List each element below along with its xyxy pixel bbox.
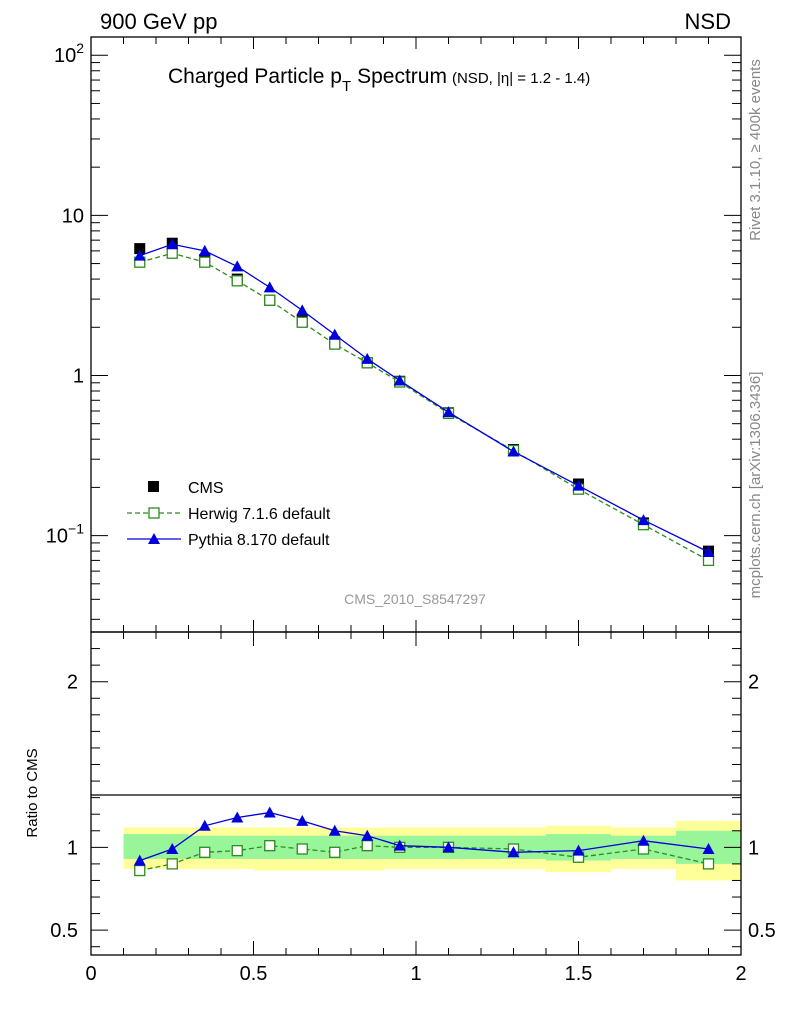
pythia-line xyxy=(139,243,709,553)
pythia-ratio-point xyxy=(507,846,520,858)
herwig-ratio-point xyxy=(231,844,243,857)
pythia-point xyxy=(133,249,146,261)
title-subscript: T xyxy=(342,78,351,95)
legend-entry-pythia: Pythia 8.170 default xyxy=(127,532,330,549)
pythia-point xyxy=(393,374,406,386)
cms-data-point xyxy=(134,243,146,255)
x-tick-labels: 0 0.5 1 1.5 2 xyxy=(85,963,746,985)
pythia-point xyxy=(507,445,520,457)
pythia-ratio-point xyxy=(198,819,211,831)
x-tick-label: 1.5 xyxy=(565,963,593,985)
x-tick-label: 2 xyxy=(735,963,746,985)
energy-label: 900 GeV pp xyxy=(100,9,217,34)
herwig-point xyxy=(231,275,243,287)
herwig-ratio-point xyxy=(166,858,178,870)
ratio-y-tick-label-right: 1 xyxy=(748,837,759,859)
pythia-ratio-point xyxy=(231,811,244,823)
legend-pythia-marker xyxy=(148,533,160,544)
ratio-y-axis-label: Ratio to CMS xyxy=(24,748,41,837)
main-y-tick-label: 10−1 xyxy=(46,521,84,548)
legend-herwig-marker xyxy=(148,507,160,519)
pythia-ratio-point xyxy=(361,829,374,841)
legend-herwig-label: Herwig 7.1.6 default xyxy=(188,506,331,523)
title-rest: Spectrum xyxy=(357,65,447,88)
tick-base: 1 xyxy=(73,365,84,387)
ratio-y-tick-labels: 0.5 0.5 1 1 2 2 xyxy=(50,672,776,942)
pythia-ratio-point xyxy=(442,841,455,853)
ratio-y-tick-label: 2 xyxy=(67,672,78,694)
herwig-ratio-point xyxy=(134,864,146,877)
pythia-ratio-point xyxy=(393,839,406,851)
pythia-ratio-point xyxy=(296,814,309,826)
main-y-tick-label: 102 xyxy=(54,40,84,67)
legend-entry-herwig: Herwig 7.1.6 default xyxy=(127,506,331,523)
herwig-ratio-point xyxy=(199,846,211,858)
herwig-ratio-point xyxy=(361,840,373,852)
pythia-point xyxy=(702,545,715,557)
main-y-tick-label: 10 xyxy=(62,205,84,227)
pythia-ratio-point xyxy=(263,806,276,818)
legend-cms-label: CMS xyxy=(188,480,224,497)
pythia-point xyxy=(296,304,309,316)
rivet-version-label: Rivet 3.1.10, ≥ 400k events xyxy=(747,59,764,241)
tick-exponent: −1 xyxy=(68,521,84,537)
process-label: NSD xyxy=(685,9,731,34)
x-tick-label: 1 xyxy=(410,963,421,985)
ratio-series xyxy=(133,806,715,877)
ratio-axis-ticks xyxy=(90,631,742,955)
pythia-point xyxy=(231,260,244,272)
tick-base: 10 xyxy=(46,526,68,548)
ratio-panel: 0.5 0.5 1 1 2 2 0 0.5 1 1.5 2 Ratio to CMS xyxy=(24,631,776,985)
title-main: Charged Particle p xyxy=(168,65,342,88)
herwig-ratio-point xyxy=(296,843,308,855)
pythia-point xyxy=(361,352,374,364)
ratio-y-tick-label-right: 0.5 xyxy=(748,920,776,942)
pythia-point xyxy=(263,281,276,293)
main-axis-ticks xyxy=(90,37,742,632)
herwig-point xyxy=(264,294,276,306)
pythia-point xyxy=(572,479,585,491)
herwig-point xyxy=(296,316,308,328)
pythia-ratio-point xyxy=(328,824,341,836)
herwig-ratio-point xyxy=(264,840,276,852)
pythia-point xyxy=(442,406,455,418)
legend-pythia-label: Pythia 8.170 default xyxy=(188,532,330,549)
pythia-ratio-point xyxy=(133,854,146,866)
tick-exponent: 2 xyxy=(76,40,84,56)
x-tick-label: 0 xyxy=(85,963,96,985)
ratio-y-tick-label: 0.5 xyxy=(50,920,78,942)
mcplots-source-label: mcplots.cern.ch [arXiv:1306.3436] xyxy=(747,372,764,599)
tick-base: 10 xyxy=(62,205,84,227)
pythia-point xyxy=(637,514,650,526)
analysis-id-label: CMS_2010_S8547297 xyxy=(344,591,486,607)
ratio-y-tick-label-right: 2 xyxy=(748,672,759,694)
main-y-tick-label: 1 xyxy=(73,365,84,387)
herwig-point xyxy=(199,256,211,268)
legend-entry-cms: CMS xyxy=(148,480,224,497)
pythia-point xyxy=(328,328,341,340)
pythia-point xyxy=(198,244,211,256)
pythia-ratio-point xyxy=(166,842,179,854)
herwig-point xyxy=(329,338,341,350)
ratio-panel-frame xyxy=(90,631,742,956)
pythia-ratio-line xyxy=(139,811,709,862)
pythia-ratio-point xyxy=(572,844,585,856)
legend-cms-marker xyxy=(148,481,159,492)
main-series xyxy=(133,237,715,567)
herwig-point xyxy=(166,247,178,259)
main-chart-title: Charged Particle pT Spectrum (NSD, |η| = 1… xyxy=(168,65,590,95)
x-tick-label: 0.5 xyxy=(240,963,268,985)
herwig-ratio-point xyxy=(329,846,341,858)
herwig-ratio-point xyxy=(702,858,715,870)
pythia-ratio-point xyxy=(637,834,650,846)
pythia-ratio-point xyxy=(702,842,715,854)
title-qualifier: (NSD, |η| = 1.2 - 1.4) xyxy=(452,70,590,87)
ratio-y-tick-label: 1 xyxy=(67,837,78,859)
pythia-point xyxy=(166,238,179,250)
tick-base: 10 xyxy=(54,45,76,67)
legend: CMS Herwig 7.1.6 default Pythia 8.170 de… xyxy=(127,480,331,549)
